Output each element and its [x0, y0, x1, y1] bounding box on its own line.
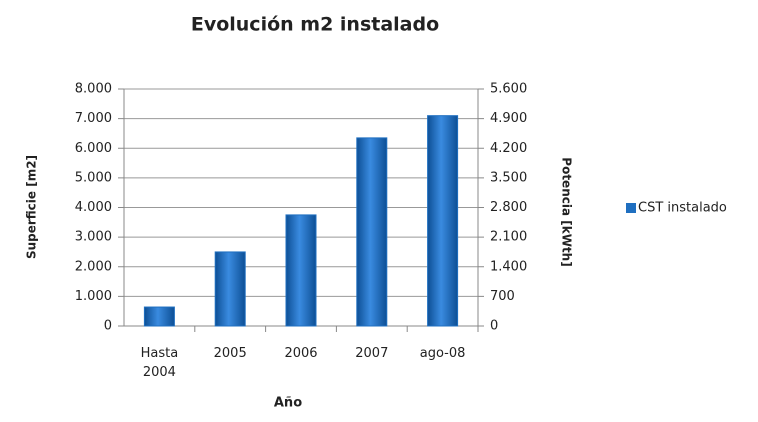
bar — [285, 214, 317, 327]
chart-title: Evolución m2 instalado — [191, 14, 439, 36]
bar — [143, 306, 175, 327]
legend-swatch — [626, 203, 636, 213]
x-tick-label: 2006 — [284, 346, 318, 361]
y-tick-label: 7.000 — [75, 111, 112, 126]
y2-tick-label: 0 — [490, 319, 498, 334]
y-tick-label: 3.000 — [75, 230, 112, 245]
y2-tick-label: 3.500 — [490, 170, 527, 185]
x-tick-label: Hasta 2004 — [140, 346, 179, 380]
y-tick-label: 4.000 — [75, 200, 112, 215]
y-tick-label: 2.000 — [75, 259, 112, 274]
y-axis-label: Superficie [m2] — [25, 155, 39, 259]
x-tick-label: 2005 — [213, 346, 247, 361]
y2-tick-label: 2.100 — [490, 230, 527, 245]
x-tick-label: 2007 — [355, 346, 389, 361]
bar — [427, 115, 459, 327]
bar — [356, 137, 388, 327]
y2-tick-label: 2.800 — [490, 200, 527, 215]
y2-tick-label: 5.600 — [490, 82, 527, 97]
y2-tick-label: 1.400 — [490, 259, 527, 274]
y-tick-label: 8.000 — [75, 82, 112, 97]
y-tick-label: 0 — [104, 319, 112, 334]
y2-axis-label: Potencia [kWth] — [560, 157, 574, 266]
y-tick-label: 5.000 — [75, 170, 112, 185]
y-tick-label: 6.000 — [75, 141, 112, 156]
x-tick-label: ago-08 — [419, 346, 466, 361]
legend-label: CST instalado — [638, 201, 727, 216]
bar — [214, 251, 246, 327]
y2-tick-label: 4.900 — [490, 111, 527, 126]
y2-tick-label: 700 — [490, 289, 515, 304]
y-tick-label: 1.000 — [75, 289, 112, 304]
x-axis-label: Año — [274, 396, 302, 411]
y2-tick-label: 4.200 — [490, 141, 527, 156]
